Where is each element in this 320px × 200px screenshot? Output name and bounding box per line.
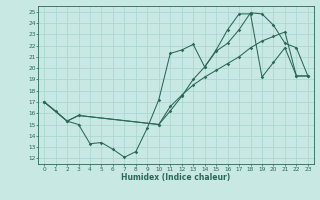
X-axis label: Humidex (Indice chaleur): Humidex (Indice chaleur) — [121, 173, 231, 182]
